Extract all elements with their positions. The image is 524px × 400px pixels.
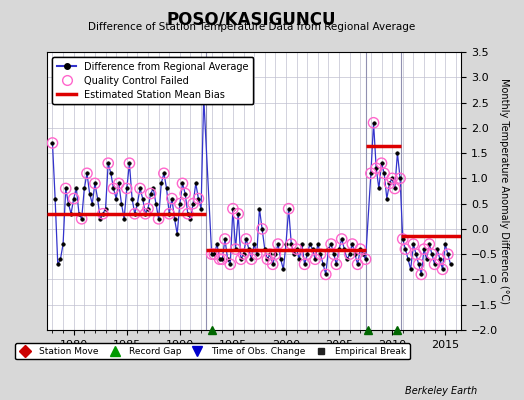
- Point: [130, 210, 139, 217]
- Point: [78, 216, 86, 222]
- Point: [348, 241, 356, 247]
- Point: [165, 210, 173, 217]
- Point: [141, 210, 149, 217]
- Point: [136, 185, 144, 192]
- Point: [242, 236, 250, 242]
- Y-axis label: Monthly Temperature Anomaly Difference (°C): Monthly Temperature Anomaly Difference (…: [499, 78, 509, 304]
- Point: [311, 256, 319, 262]
- Point: [210, 251, 219, 257]
- Point: [401, 246, 410, 252]
- Point: [385, 180, 394, 187]
- Text: Berkeley Earth: Berkeley Earth: [405, 386, 477, 396]
- Point: [200, 94, 208, 101]
- Point: [258, 226, 266, 232]
- Point: [330, 251, 338, 257]
- Point: [356, 246, 365, 252]
- Point: [271, 251, 280, 257]
- Point: [183, 210, 192, 217]
- Legend: Difference from Regional Average, Quality Control Failed, Estimated Station Mean: Difference from Regional Average, Qualit…: [52, 57, 254, 104]
- Point: [435, 256, 444, 262]
- Point: [388, 175, 396, 182]
- Point: [390, 185, 399, 192]
- Point: [274, 241, 282, 247]
- Point: [146, 190, 155, 197]
- Point: [263, 256, 271, 262]
- Point: [155, 216, 163, 222]
- Point: [215, 256, 224, 262]
- Point: [268, 261, 277, 268]
- Point: [232, 246, 240, 252]
- Point: [99, 210, 107, 217]
- Point: [369, 120, 378, 126]
- Point: [399, 236, 407, 242]
- Point: [425, 241, 433, 247]
- Point: [168, 195, 176, 202]
- Point: [337, 236, 346, 242]
- Point: [372, 165, 380, 172]
- Point: [253, 251, 261, 257]
- Point: [144, 206, 152, 212]
- Point: [181, 190, 189, 197]
- Point: [48, 140, 57, 146]
- Point: [409, 241, 418, 247]
- Point: [300, 261, 309, 268]
- Point: [239, 251, 248, 257]
- Point: [414, 261, 423, 268]
- Point: [303, 251, 311, 257]
- Point: [345, 251, 354, 257]
- Point: [91, 180, 99, 187]
- Point: [287, 241, 296, 247]
- Point: [237, 256, 245, 262]
- Point: [420, 246, 428, 252]
- Point: [428, 251, 436, 257]
- Point: [110, 185, 118, 192]
- Point: [83, 170, 91, 176]
- Point: [377, 160, 386, 166]
- Point: [234, 210, 243, 217]
- Point: [228, 206, 237, 212]
- Point: [417, 271, 425, 278]
- Point: [362, 256, 370, 262]
- Point: [380, 170, 388, 176]
- Text: POSO/KASIGUNCU: POSO/KASIGUNCU: [167, 10, 336, 28]
- Point: [316, 251, 325, 257]
- Point: [123, 185, 131, 192]
- Point: [444, 251, 452, 257]
- Point: [327, 241, 335, 247]
- Point: [160, 170, 168, 176]
- Point: [354, 261, 362, 268]
- Point: [292, 246, 301, 252]
- Point: [367, 170, 375, 176]
- Point: [178, 180, 187, 187]
- Point: [125, 160, 134, 166]
- Point: [266, 251, 274, 257]
- Point: [430, 261, 439, 268]
- Point: [176, 200, 184, 207]
- Legend: Station Move, Record Gap, Time of Obs. Change, Empirical Break: Station Move, Record Gap, Time of Obs. C…: [15, 343, 410, 360]
- Point: [61, 185, 70, 192]
- Point: [189, 200, 198, 207]
- Point: [208, 251, 216, 257]
- Point: [194, 195, 203, 202]
- Point: [285, 206, 293, 212]
- Point: [218, 256, 226, 262]
- Point: [439, 266, 447, 272]
- Point: [226, 261, 234, 268]
- Point: [396, 175, 405, 182]
- Point: [70, 195, 78, 202]
- Point: [322, 271, 330, 278]
- Point: [247, 256, 256, 262]
- Point: [221, 236, 229, 242]
- Point: [104, 160, 112, 166]
- Point: [412, 251, 420, 257]
- Point: [332, 261, 341, 268]
- Point: [115, 180, 123, 187]
- Text: Difference of Station Temperature Data from Regional Average: Difference of Station Temperature Data f…: [88, 22, 415, 32]
